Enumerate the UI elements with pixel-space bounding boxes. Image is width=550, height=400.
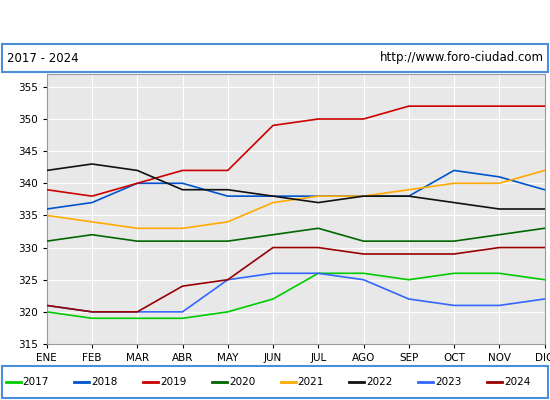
Text: 2022: 2022 [366, 377, 393, 387]
Text: 2023: 2023 [435, 377, 461, 387]
FancyBboxPatch shape [2, 44, 548, 72]
FancyBboxPatch shape [2, 366, 548, 398]
Text: http://www.foro-ciudad.com: http://www.foro-ciudad.com [379, 52, 543, 64]
Text: Evolucion num de emigrantes en Lora del Rio: Evolucion num de emigrantes en Lora del … [88, 14, 462, 28]
Text: 2024: 2024 [504, 377, 530, 387]
Text: 2021: 2021 [298, 377, 324, 387]
Text: 2017 - 2024: 2017 - 2024 [7, 52, 78, 64]
Text: 2018: 2018 [91, 377, 118, 387]
Text: 2017: 2017 [23, 377, 49, 387]
Text: 2019: 2019 [160, 377, 186, 387]
Text: 2020: 2020 [229, 377, 255, 387]
